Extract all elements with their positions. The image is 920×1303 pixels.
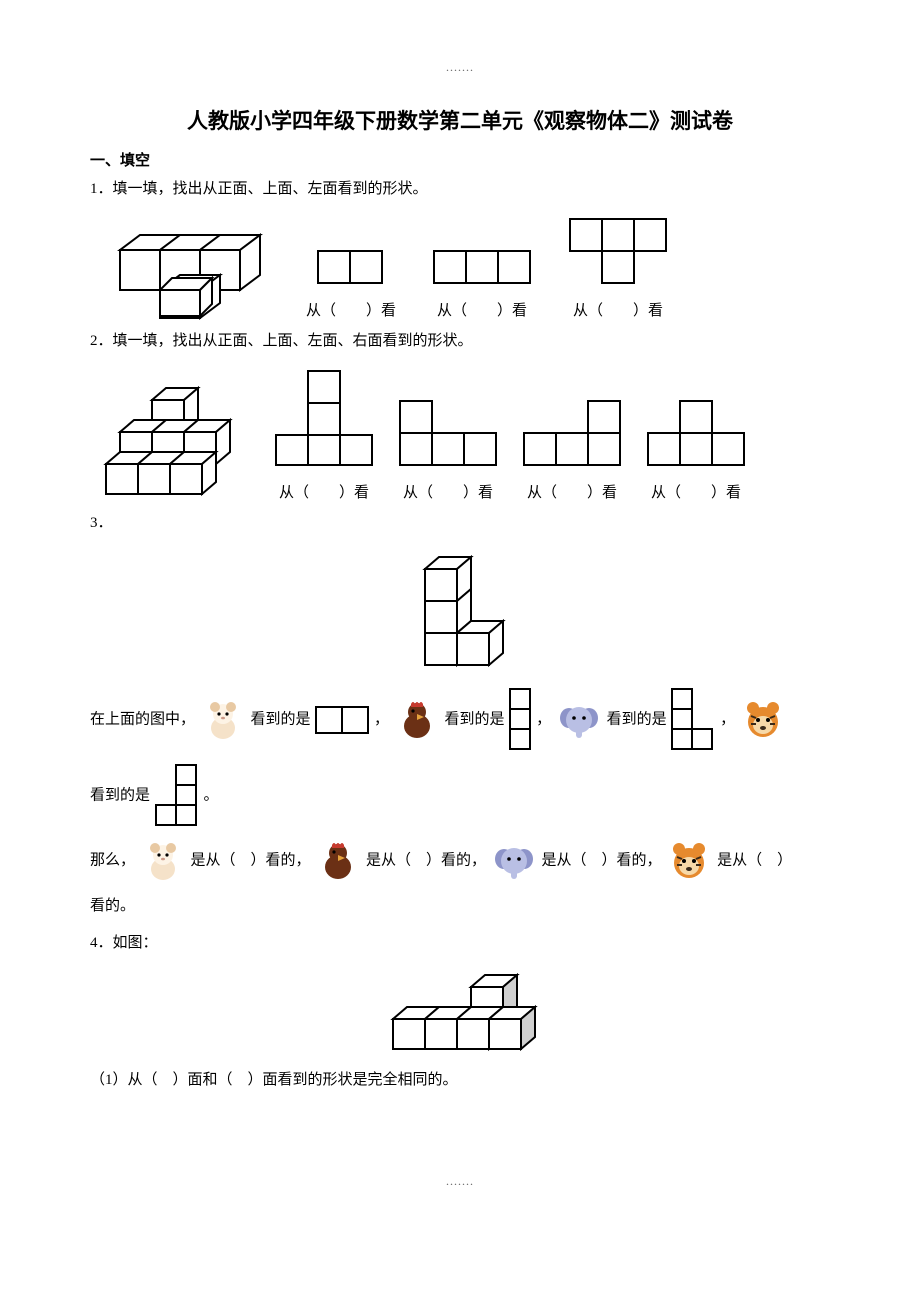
- q2-cap-a: 从（ ）看: [279, 481, 369, 502]
- q1-stem: 1．填一填，找出从正面、上面、左面看到的形状。: [90, 176, 830, 203]
- q3-l2c: 是从（ ）看的，: [366, 852, 486, 868]
- q1-view-c: 从（ ）看: [568, 217, 668, 320]
- q2-solid-svg: [90, 382, 250, 502]
- q2-view-b-svg: [398, 399, 498, 467]
- q3-t2: 看到的是: [251, 711, 311, 727]
- q2-view-a: 从（ ）看: [274, 369, 374, 502]
- hamster-icon: [141, 839, 185, 883]
- q2-cap-c: 从（ ）看: [527, 481, 617, 502]
- q3-t3: ，: [374, 711, 389, 727]
- q4-solid-svg: [375, 967, 545, 1057]
- page-header-dots: .......: [90, 60, 830, 75]
- q1-view-a: 从（ ）看: [306, 249, 396, 320]
- q4-sub1: （1）从（ ）面和（ ）面看到的形状是完全相同的。: [90, 1067, 830, 1094]
- q2-view-c: 从（ ）看: [522, 399, 622, 502]
- q3-l2e: 是从（ ）: [717, 852, 792, 868]
- q3-t6: 看到的是: [607, 711, 667, 727]
- q3-t7: ，: [720, 711, 735, 727]
- q3-line2: 那么， 是从（ ）看的， 是从（ ）看的， 是从（ ）看的， 是从（ ）: [90, 839, 830, 883]
- rooster-icon: [316, 839, 360, 883]
- q2-view-d: 从（ ）看: [646, 399, 746, 502]
- q3-t9: 。: [204, 787, 219, 803]
- q2-view-a-svg: [274, 369, 374, 467]
- doc-title: 人教版小学四年级下册数学第二单元《观察物体二》测试卷: [90, 105, 830, 135]
- q3-t8: 看到的是: [90, 787, 150, 803]
- rooster-icon: [395, 698, 439, 742]
- q1-view-c-svg: [568, 217, 668, 285]
- q1-view-a-svg: [316, 249, 386, 285]
- q2-cap-b: 从（ ）看: [403, 481, 493, 502]
- section-1-head: 一、填空: [90, 149, 830, 170]
- q3-shape-L-left: [670, 687, 716, 753]
- q3-l2b: 是从（ ）看的，: [191, 852, 311, 868]
- q2-view-c-svg: [522, 399, 622, 467]
- q3-t5: ，: [536, 711, 551, 727]
- q4-solid-wrap: [90, 967, 830, 1057]
- q2-solid: [90, 382, 250, 502]
- q2-stem: 2．填一填，找出从正面、上面、左面、右面看到的形状。: [90, 328, 830, 355]
- q3-num: 3．: [90, 510, 830, 537]
- q3-shape-3v: [508, 687, 532, 753]
- q3-l2a: 那么，: [90, 852, 135, 868]
- q3-t1: 在上面的图中，: [90, 711, 195, 727]
- q3-line2f: 看的。: [90, 893, 830, 920]
- q1-figure-row: 从（ ）看 从（ ）看 从（ ）看: [90, 217, 830, 320]
- q1-cap-b: 从（ ）看: [437, 299, 527, 320]
- q1-solid: [90, 220, 270, 320]
- q2-view-d-svg: [646, 399, 746, 467]
- tiger-icon: [667, 839, 711, 883]
- q4-stem: 4．如图：: [90, 930, 830, 957]
- q2-view-b: 从（ ）看: [398, 399, 498, 502]
- elephant-icon: [557, 698, 601, 742]
- q1-cap-a: 从（ ）看: [306, 299, 396, 320]
- q2-cap-d: 从（ ）看: [651, 481, 741, 502]
- hamster-icon: [201, 698, 245, 742]
- q1-view-b: 从（ ）看: [432, 249, 532, 320]
- q3-solid-svg: [405, 547, 515, 677]
- q1-cap-c: 从（ ）看: [573, 299, 663, 320]
- q1-solid-svg: [90, 220, 270, 320]
- q3-line1b: 看到的是 。: [90, 763, 830, 829]
- tiger-icon: [741, 698, 785, 742]
- q3-shape-L-right: [154, 763, 200, 829]
- elephant-icon: [492, 839, 536, 883]
- q3-shape-1x2: [314, 705, 370, 735]
- q3-l2d: 是从（ ）看的，: [542, 852, 662, 868]
- page-footer-dots: .......: [90, 1174, 830, 1189]
- q2-figure-row: 从（ ）看 从（ ）看 从（ ）看: [90, 369, 830, 502]
- q1-view-b-svg: [432, 249, 532, 285]
- q3-t4: 看到的是: [445, 711, 505, 727]
- q3-line1: 在上面的图中， 看到的是 ， 看到的是 ， 看到的是 ，: [90, 687, 830, 753]
- q3-solid-wrap: [90, 547, 830, 677]
